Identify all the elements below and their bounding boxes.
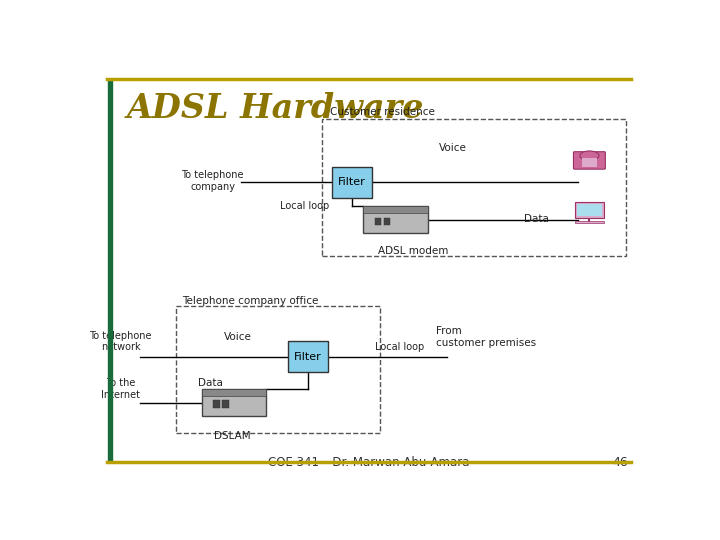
Text: Local loop: Local loop (375, 342, 424, 352)
Bar (577, 205, 602, 216)
Bar (575, 220, 604, 223)
Bar (364, 206, 428, 233)
Bar (288, 341, 328, 373)
Text: 46: 46 (613, 456, 629, 469)
Bar (575, 202, 604, 218)
Text: COE 341 – Dr. Marwan Abu-Amara: COE 341 – Dr. Marwan Abu-Amara (269, 456, 469, 469)
Bar (176, 306, 380, 433)
Bar (384, 218, 390, 225)
Text: To telephone
company: To telephone company (181, 171, 244, 192)
Text: Filter: Filter (338, 177, 366, 187)
Text: DSLAM: DSLAM (214, 431, 251, 441)
Bar (332, 167, 372, 198)
Bar (222, 401, 228, 408)
Text: Telephone company office: Telephone company office (182, 296, 318, 306)
Bar (202, 389, 266, 416)
Text: From
customer premises: From customer premises (436, 326, 536, 348)
FancyBboxPatch shape (573, 152, 606, 169)
Text: Filter: Filter (294, 352, 322, 362)
Text: Data: Data (524, 214, 549, 224)
Ellipse shape (580, 151, 599, 160)
Bar (322, 119, 626, 256)
Bar (213, 401, 220, 408)
Text: ADSL modem: ADSL modem (379, 246, 449, 255)
Text: Customer residence: Customer residence (330, 107, 435, 117)
Text: Data: Data (197, 378, 222, 388)
Bar (582, 158, 597, 167)
Text: Voice: Voice (438, 143, 467, 153)
Text: ADSL Hardware: ADSL Hardware (126, 92, 424, 125)
Bar (375, 218, 382, 225)
Text: To telephone
network: To telephone network (89, 330, 152, 352)
Text: Voice: Voice (224, 332, 252, 342)
Bar (108, 79, 112, 462)
Bar (202, 389, 266, 396)
Bar (364, 206, 428, 213)
Text: Local loop: Local loop (279, 201, 329, 211)
Text: To the
Internet: To the Internet (102, 379, 140, 400)
